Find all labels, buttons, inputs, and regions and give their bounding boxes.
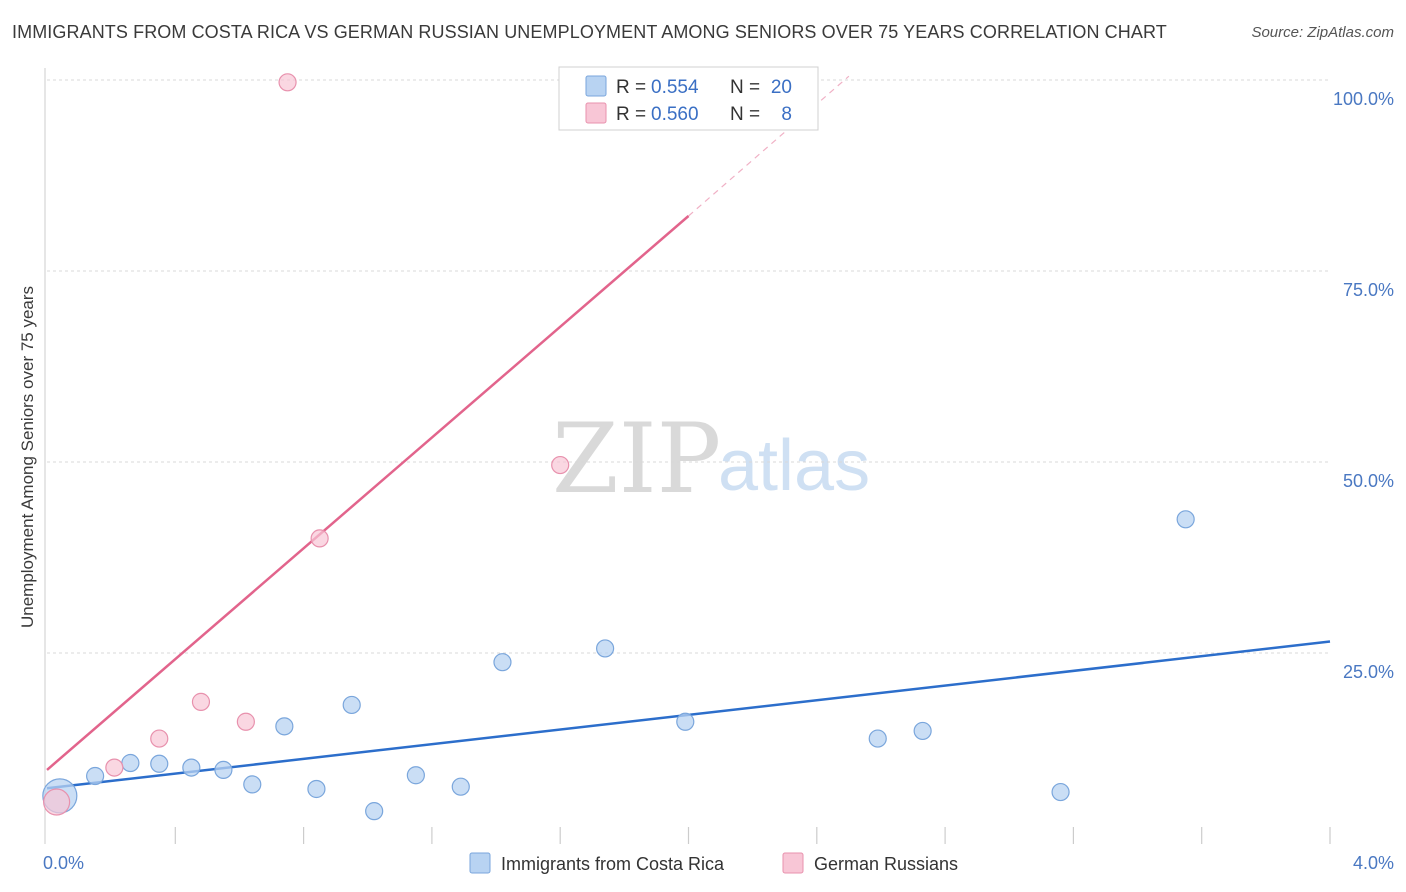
legend-r-label: R =: [616, 77, 646, 98]
data-point-costa-rica: [182, 758, 201, 777]
data-point-german-russian: [236, 712, 255, 731]
data-point-costa-rica: [406, 766, 425, 785]
chart-source: Source: ZipAtlas.com: [1251, 24, 1394, 41]
data-point-german-russian: [191, 692, 211, 711]
points-layer: [42, 73, 1195, 821]
watermark-zip: ZIP: [552, 403, 721, 515]
data-point-costa-rica: [342, 695, 361, 715]
data-point-german-russian: [105, 758, 124, 777]
legend-r-value: 0.560: [651, 104, 699, 125]
watermark-atlas: atlas: [718, 426, 870, 506]
legend-swatch-pink: [585, 102, 607, 124]
data-point-german-russian: [551, 455, 570, 475]
data-point-costa-rica: [243, 775, 262, 794]
trend-line-pink-extension: [688, 75, 850, 217]
x-tick-label: 4.0%: [1353, 853, 1394, 873]
data-point-costa-rica: [365, 802, 384, 821]
data-point-german-russian: [150, 729, 169, 748]
data-point-german-russian: [43, 788, 71, 816]
data-point-costa-rica: [868, 729, 887, 748]
y-tick-label: 50.0%: [1343, 471, 1394, 491]
data-point-costa-rica: [596, 639, 615, 658]
series-legend-label: Immigrants from Costa Rica: [501, 854, 725, 874]
y-tick-label: 25.0%: [1343, 662, 1394, 682]
data-point-costa-rica: [86, 766, 105, 786]
stats-legend: R = 0.554 N = 20 R = 0.560 N = 8: [558, 66, 819, 131]
series-legend: Immigrants from Costa Rica German Russia…: [469, 852, 958, 874]
data-point-costa-rica: [913, 721, 932, 741]
legend-n-value: 20: [771, 77, 792, 98]
legend-n-value: 8: [781, 104, 792, 125]
data-point-german-russian: [310, 529, 329, 548]
trend-line-pink: [46, 215, 690, 771]
data-point-costa-rica: [307, 779, 326, 799]
y-axis-label: Unemployment Among Seniors over 75 years: [18, 286, 37, 628]
legend-n-label: N =: [730, 104, 760, 125]
series-legend-swatch-pink: [782, 852, 804, 874]
data-point-costa-rica: [451, 777, 470, 796]
chart-title: IMMIGRANTS FROM COSTA RICA VS GERMAN RUS…: [12, 22, 1167, 42]
data-point-costa-rica: [1051, 782, 1070, 802]
legend-r-label: R =: [616, 104, 646, 125]
legend-swatch-blue: [585, 75, 607, 97]
series-legend-swatch-blue: [469, 852, 491, 874]
data-point-costa-rica: [493, 653, 512, 672]
legend-n-label: N =: [730, 77, 760, 98]
data-point-costa-rica: [121, 753, 140, 773]
data-point-costa-rica: [214, 760, 233, 779]
data-point-costa-rica: [275, 717, 294, 736]
axis-layer: 25.0% 50.0% 75.0% 100.0% 0.0% 4.0%: [43, 68, 1394, 873]
data-point-costa-rica: [676, 712, 695, 731]
legend-r-value: 0.554: [651, 77, 699, 98]
data-point-costa-rica: [1176, 510, 1195, 529]
data-point-german-russian: [278, 73, 297, 92]
data-point-costa-rica: [150, 754, 169, 773]
grid-layer: [47, 79, 1330, 654]
y-tick-label: 100.0%: [1333, 89, 1394, 109]
x-tick-label: 0.0%: [43, 853, 84, 873]
y-tick-label: 75.0%: [1343, 280, 1394, 300]
series-legend-label: German Russians: [814, 854, 958, 874]
